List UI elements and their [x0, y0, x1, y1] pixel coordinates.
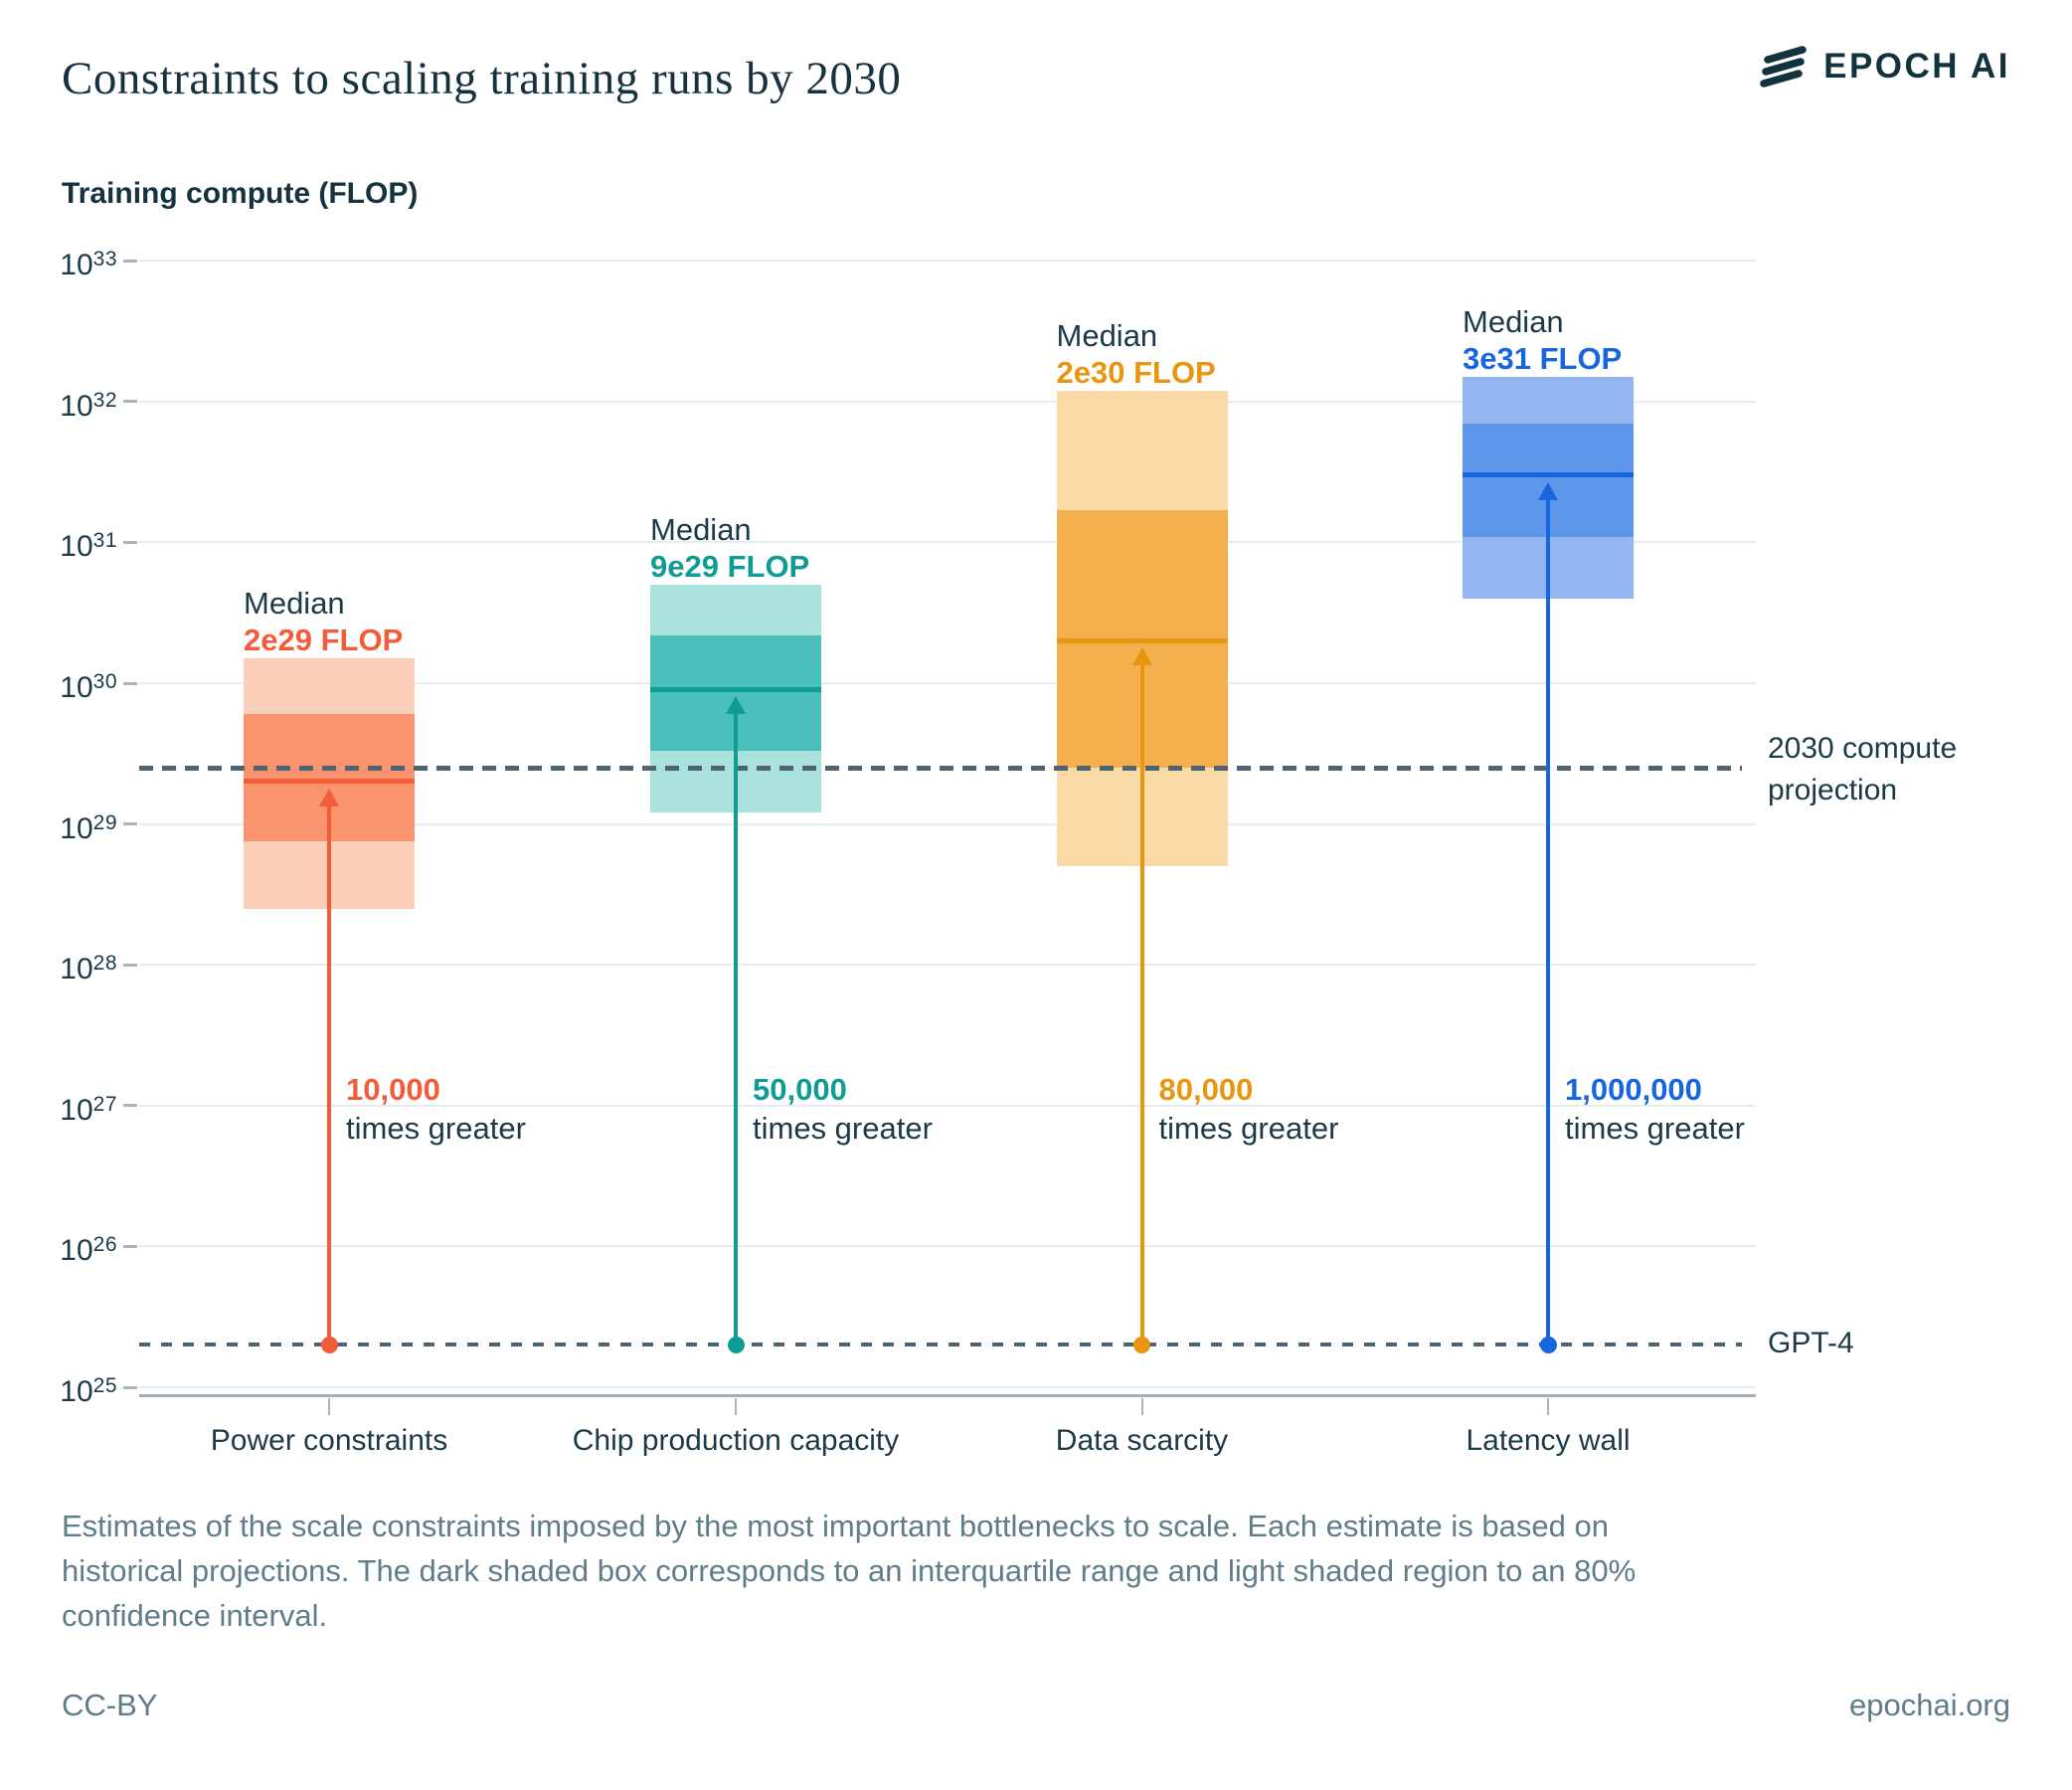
y-tick-mark — [123, 822, 137, 826]
category-label: Chip production capacity — [572, 1424, 900, 1457]
y-axis-label: Training compute (FLOP) — [62, 177, 419, 210]
y-tick-label: 1027 — [60, 1092, 117, 1127]
multiplier-annotation: 10,000 times greater — [346, 1072, 526, 1146]
category-label: Latency wall — [1466, 1424, 1631, 1457]
y-tick-mark — [123, 400, 137, 404]
x-tick-mark — [328, 1398, 330, 1415]
y-tick-label: 1032 — [60, 388, 117, 423]
y-gridline — [139, 822, 1756, 825]
caption-line: confidence interval. — [62, 1598, 328, 1633]
growth-arrow-dot-icon — [727, 1336, 745, 1353]
growth-arrow-line — [327, 805, 331, 1345]
median-line — [650, 686, 821, 692]
page-title: Constraints to scaling training runs by … — [62, 53, 902, 104]
y-tick-label: 1029 — [60, 810, 117, 845]
median-line — [1463, 472, 1634, 478]
caption-line: Estimates of the scale constraints impos… — [62, 1509, 1609, 1543]
median-annotation: Median 3e31 FLOP — [1463, 303, 1623, 376]
category-label: Data scarcity — [1055, 1424, 1229, 1457]
chart-caption: Estimates of the scale constraints impos… — [62, 1504, 2025, 1638]
growth-arrow-head-icon — [1538, 481, 1558, 500]
y-tick-mark — [123, 1104, 137, 1108]
multiplier-annotation: 50,000 times greater — [753, 1072, 933, 1146]
x-tick-mark — [1547, 1398, 1549, 1415]
median-annotation: Median 2e29 FLOP — [244, 586, 404, 658]
y-tick-mark — [123, 1244, 137, 1248]
reference-label-projection-2030: 2030 compute projection — [1768, 732, 1958, 807]
y-tick-mark — [123, 540, 137, 544]
y-tick-label: 1025 — [60, 1374, 117, 1408]
category-label: Power constraints — [210, 1424, 448, 1457]
y-gridline — [139, 1245, 1756, 1248]
y-gridline — [139, 1386, 1756, 1388]
epoch-ai-logo: EPOCH AI — [1759, 44, 2010, 90]
logo-wordmark: EPOCH AI — [1823, 47, 2010, 86]
y-gridline — [139, 964, 1756, 967]
y-tick-mark — [123, 259, 137, 263]
y-tick-label: 1033 — [60, 248, 117, 282]
growth-arrow-dot-icon — [1539, 1336, 1557, 1353]
y-gridline — [139, 260, 1756, 263]
y-tick-label: 1031 — [60, 529, 117, 564]
growth-arrow-line — [734, 713, 738, 1345]
growth-arrow-head-icon — [1131, 647, 1152, 666]
growth-arrow-line — [1139, 664, 1144, 1345]
x-axis-line — [139, 1394, 1756, 1397]
median-annotation: Median 2e30 FLOP — [1056, 317, 1216, 390]
median-annotation: Median 9e29 FLOP — [650, 512, 810, 585]
y-tick-label: 1028 — [60, 952, 117, 986]
y-tick-mark — [123, 1385, 137, 1389]
multiplier-annotation: 1,000,000 times greater — [1565, 1072, 1745, 1146]
epoch-slashes-icon — [1759, 44, 1809, 90]
reference-line-projection-2030 — [139, 765, 1742, 771]
growth-arrow-line — [1546, 498, 1550, 1345]
y-gridline — [139, 400, 1756, 403]
y-tick-label: 1030 — [60, 670, 117, 704]
caption-line: historical projections. The dark shaded … — [62, 1553, 1637, 1588]
growth-arrow-head-icon — [726, 696, 746, 715]
x-tick-mark — [1140, 1398, 1143, 1415]
x-tick-mark — [735, 1398, 737, 1415]
y-tick-mark — [123, 681, 137, 685]
reference-line-gpt-4 — [139, 1342, 1742, 1347]
y-gridline — [139, 541, 1756, 544]
growth-arrow-dot-icon — [1133, 1336, 1150, 1353]
y-gridline — [139, 1104, 1756, 1107]
growth-arrow-head-icon — [319, 788, 339, 806]
license-label: CC-BY — [62, 1688, 158, 1722]
y-gridline — [139, 682, 1756, 684]
median-line — [1056, 637, 1228, 643]
y-tick-label: 1026 — [60, 1233, 117, 1268]
reference-label-gpt-4: GPT-4 — [1768, 1327, 1854, 1360]
growth-arrow-dot-icon — [320, 1336, 338, 1353]
median-line — [244, 779, 415, 785]
site-link[interactable]: epochai.org — [1848, 1688, 2010, 1722]
multiplier-annotation: 80,000 times greater — [1158, 1072, 1339, 1146]
y-tick-mark — [123, 963, 137, 967]
